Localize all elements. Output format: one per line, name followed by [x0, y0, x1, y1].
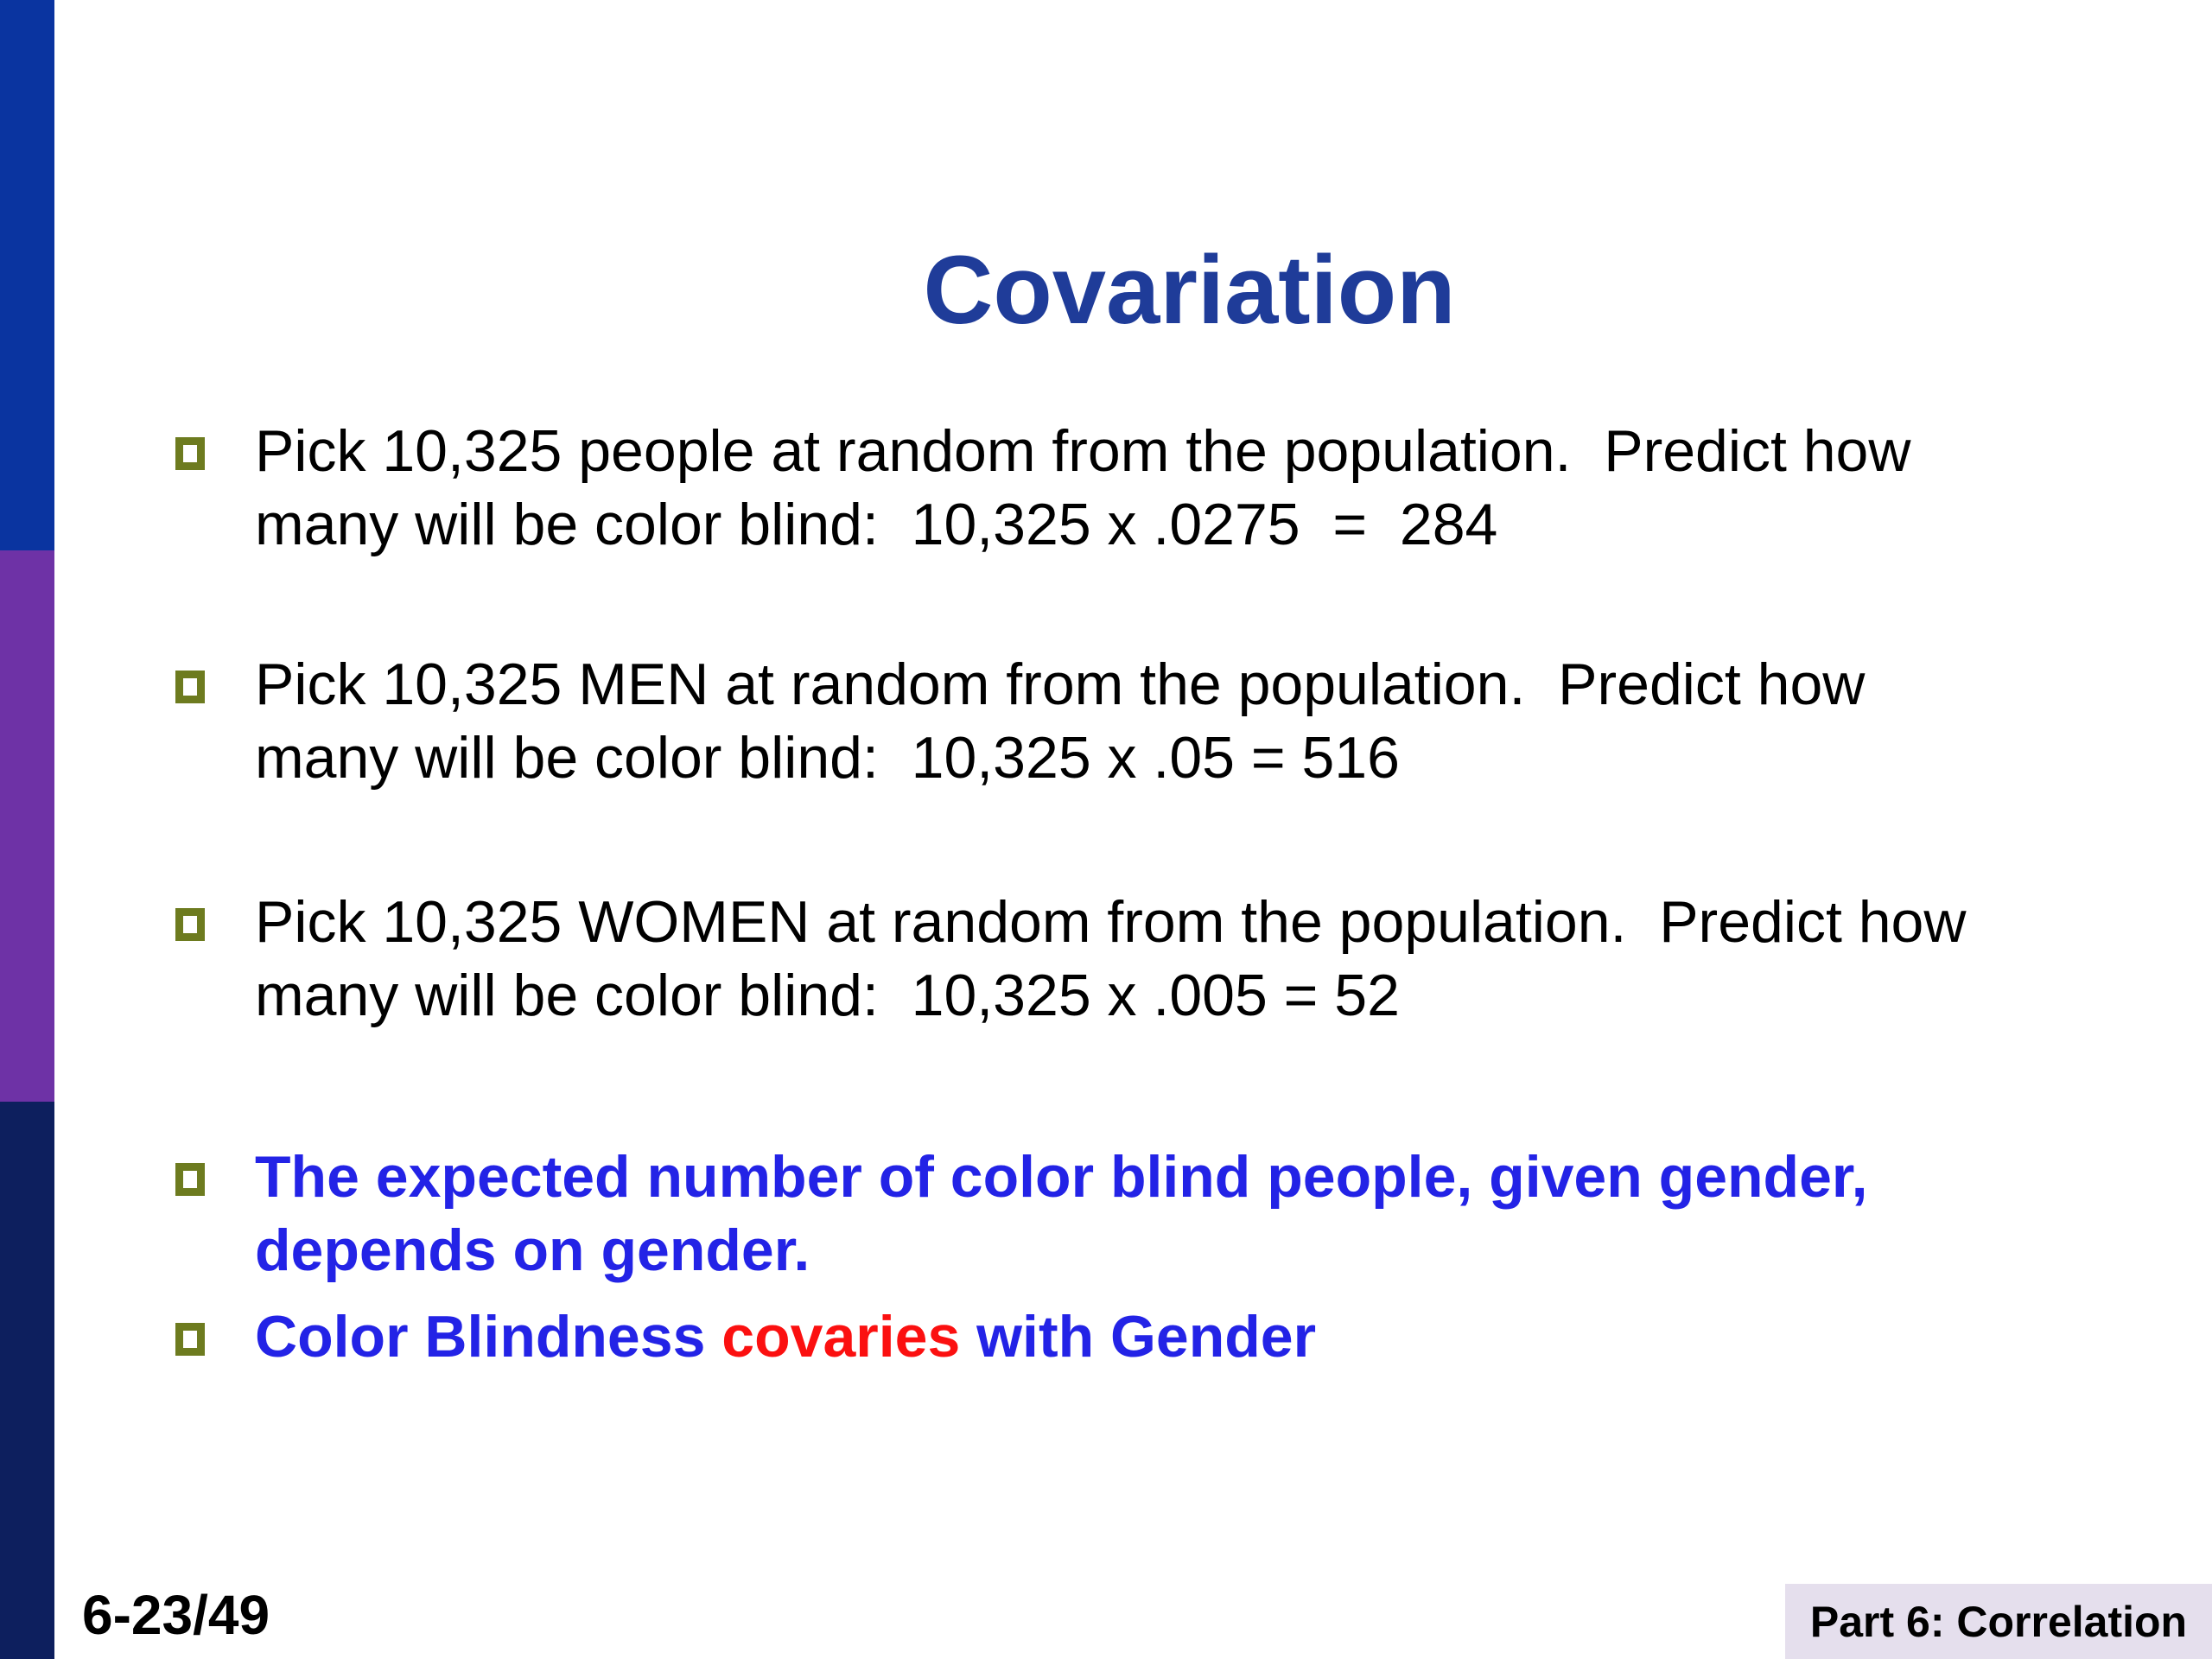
bullet-item-covaries: Color Blindness covaries with Gender [175, 1300, 2169, 1374]
bullet-text-blue-part2: with Gender [960, 1304, 1317, 1370]
slide-title: Covariation [923, 236, 1456, 344]
bullet-list: Pick 10,325 people at random from the po… [54, 415, 2212, 1374]
bullet-text: Pick 10,325 MEN at random from the popul… [255, 652, 1866, 791]
slide-number: 6-23/49 [82, 1584, 270, 1646]
section-footer: Part 6: Correlation [1785, 1584, 2212, 1659]
slide-content: Covariation Pick 10,325 people at random… [54, 0, 2212, 1374]
section-footer-label: Part 6: Correlation [1809, 1597, 2188, 1646]
bullet-text: Pick 10,325 people at random from the po… [255, 418, 1911, 557]
bullet-text: Pick 10,325 WOMEN at random from the pop… [255, 889, 1967, 1028]
accent-bar-purple-segment [0, 550, 54, 1102]
bullet-item-population: Pick 10,325 people at random from the po… [175, 415, 2169, 562]
bullet-square-icon [175, 437, 205, 470]
left-accent-bar [0, 0, 54, 1659]
accent-bar-navy-segment [0, 1102, 54, 1659]
bullet-square-icon [175, 908, 205, 941]
bullet-text-blue-part1: Color Blindness [255, 1304, 722, 1370]
bullet-text: The expected number of color blind peopl… [255, 1144, 1868, 1283]
accent-bar-blue-segment [0, 0, 54, 550]
bullet-item-women: Pick 10,325 WOMEN at random from the pop… [175, 886, 2169, 1033]
bullet-item-expected-number: The expected number of color blind peopl… [175, 1141, 2169, 1287]
bullet-square-icon [175, 1163, 205, 1196]
bullet-item-men: Pick 10,325 MEN at random from the popul… [175, 648, 2169, 795]
bullet-text: Color Blindness covaries with Gender [255, 1300, 1316, 1374]
bullet-square-icon [175, 671, 205, 703]
bullet-square-icon [175, 1323, 205, 1356]
bullet-text-red-word: covaries [721, 1304, 961, 1370]
